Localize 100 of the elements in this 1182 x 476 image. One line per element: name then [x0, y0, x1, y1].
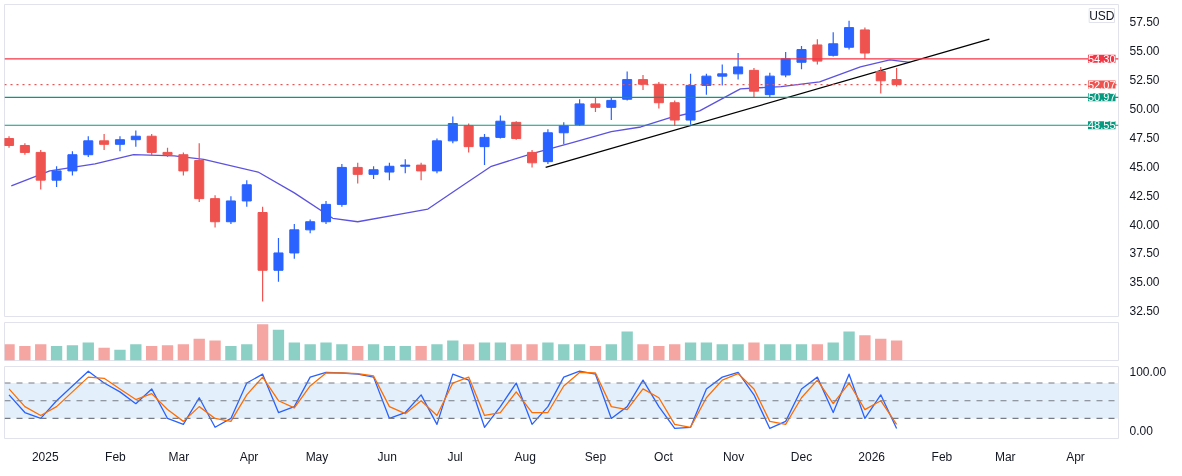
bar: [19, 346, 31, 361]
x-tick-label: Mar: [168, 449, 190, 464]
candlestick: [669, 99, 680, 127]
x-tick-label: Jun: [377, 449, 397, 464]
candlestick: [320, 200, 332, 225]
y-tick-label: 40.00: [1129, 217, 1160, 232]
bar: [256, 324, 269, 361]
candlestick: [289, 223, 300, 260]
bar: [558, 344, 570, 361]
candlestick: [273, 237, 284, 283]
candlestick: [717, 63, 728, 86]
candlestick: [606, 96, 617, 121]
candlestick: [241, 179, 252, 208]
candlestick: [780, 51, 791, 78]
bar: [573, 344, 586, 361]
x-tick-label: 2025: [31, 449, 59, 464]
bar: [336, 344, 348, 361]
bar: [732, 344, 744, 361]
bar: [700, 342, 713, 361]
x-tick-label: Sep: [584, 449, 607, 464]
bar: [114, 349, 126, 361]
y-tick-label: 45.00: [1129, 159, 1160, 174]
candlestick: [764, 72, 775, 99]
candlestick: [83, 135, 94, 158]
bar: [542, 342, 554, 361]
candlestick: [844, 20, 855, 51]
x-tick-label: May: [305, 449, 329, 464]
bar: [748, 342, 760, 361]
bar: [146, 346, 158, 361]
bar: [859, 335, 871, 361]
x-tick-label: Apr: [1066, 449, 1085, 464]
y-tick-label: 100.00: [1129, 364, 1167, 379]
bar: [621, 331, 633, 361]
candlestick: [352, 162, 363, 185]
y-tick-label: 57.50: [1129, 15, 1160, 30]
annotation: USD: [1089, 8, 1115, 23]
bar: [463, 344, 475, 361]
bar: [241, 344, 253, 361]
y-tick-label: 35.00: [1129, 275, 1160, 290]
x-tick-label: Jul: [447, 449, 463, 464]
bar: [193, 338, 205, 361]
candlestick: [114, 135, 125, 152]
candlestick: [225, 195, 236, 225]
bar: [98, 347, 110, 361]
y-tick-label: 55.00: [1129, 44, 1160, 59]
bar: [811, 344, 824, 361]
bar: [605, 344, 617, 361]
candlestick: [479, 133, 490, 166]
ref-line-label: 48.55: [1087, 119, 1116, 132]
bar: [494, 342, 507, 361]
candlestick: [828, 31, 839, 58]
candlestick: [67, 150, 78, 177]
y-tick-label: 47.50: [1129, 130, 1160, 145]
candlestick: [511, 120, 522, 141]
y-tick-label: 52.50: [1129, 73, 1160, 88]
bar: [82, 342, 94, 361]
bar: [399, 346, 411, 361]
x-tick-label: Feb: [931, 449, 953, 464]
bar: [653, 346, 665, 361]
x-tick-label: Mar: [994, 449, 1016, 464]
candlestick: [495, 114, 506, 140]
candlestick: [210, 194, 221, 229]
line-series: [10, 59, 911, 223]
ref-line-label: 50.97: [1087, 91, 1116, 104]
candlestick: [812, 38, 823, 66]
bar: [272, 329, 285, 361]
bar: [161, 345, 174, 361]
bar: [431, 344, 443, 361]
bar: [4, 344, 15, 361]
bar: [795, 344, 808, 361]
y-tick-label: 50.00: [1129, 102, 1160, 116]
x-tick-label: Aug: [514, 449, 536, 464]
bar: [780, 344, 792, 361]
candlestick: [463, 122, 474, 154]
bar: [890, 340, 903, 361]
x-tick-label: 2026: [858, 449, 886, 464]
candlestick: [99, 133, 110, 151]
candlestick: [51, 165, 62, 188]
x-tick-label: Feb: [105, 449, 127, 464]
candlestick: [146, 133, 157, 157]
bar: [50, 346, 63, 361]
ref-line-label: 54.30: [1087, 52, 1116, 65]
y-tick-label: 0.00: [1129, 423, 1154, 438]
bar: [225, 346, 237, 361]
bar: [684, 342, 697, 361]
candlestick: [178, 151, 189, 177]
candlestick: [447, 115, 458, 144]
candlestick: [859, 27, 870, 60]
bar: [288, 342, 300, 361]
candlestick: [574, 98, 585, 127]
y-tick-label: 32.50: [1129, 304, 1160, 319]
bar: [367, 344, 380, 361]
candlestick: [733, 52, 744, 81]
bar: [415, 346, 427, 361]
candlestick: [796, 45, 807, 70]
bar: [130, 344, 142, 361]
bar: [875, 338, 887, 361]
bar: [478, 342, 491, 361]
bar: [304, 344, 316, 361]
bar: [764, 344, 776, 361]
